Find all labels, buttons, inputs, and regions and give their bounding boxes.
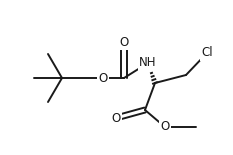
Text: NH: NH bbox=[139, 57, 157, 69]
Text: Cl: Cl bbox=[201, 46, 213, 60]
Text: O: O bbox=[111, 111, 121, 124]
Text: O: O bbox=[160, 120, 170, 133]
Text: O: O bbox=[119, 35, 129, 49]
Text: O: O bbox=[98, 71, 108, 84]
